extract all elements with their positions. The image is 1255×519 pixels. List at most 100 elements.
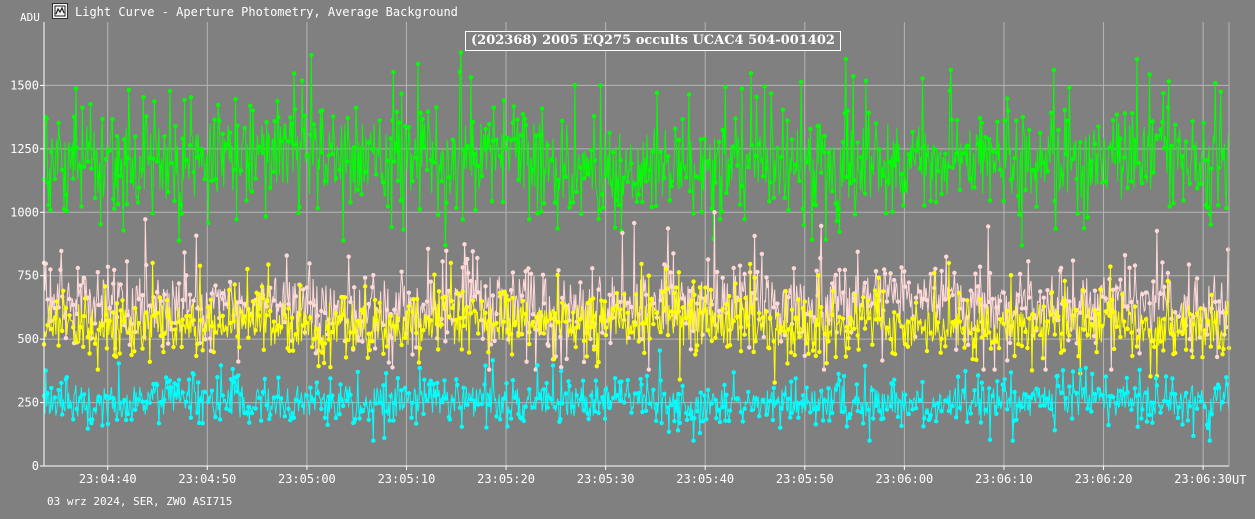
data-point — [487, 402, 492, 407]
data-point — [538, 310, 543, 315]
data-point — [1059, 390, 1065, 395]
data-point — [1176, 329, 1182, 334]
data-point — [328, 376, 333, 381]
data-point — [78, 164, 83, 169]
data-point — [578, 165, 583, 170]
data-point — [385, 204, 391, 209]
data-point — [541, 301, 547, 306]
data-point — [1143, 390, 1149, 395]
data-point — [545, 319, 550, 324]
data-point — [432, 393, 437, 398]
data-point — [892, 351, 898, 357]
data-point — [122, 397, 127, 403]
data-point — [647, 336, 652, 341]
data-point — [717, 217, 723, 222]
data-point — [862, 363, 868, 369]
data-point — [227, 130, 233, 135]
data-point — [154, 159, 160, 164]
data-point — [111, 197, 116, 202]
data-point — [1125, 185, 1130, 191]
data-point — [207, 336, 213, 341]
data-point — [817, 349, 822, 355]
data-point — [1016, 193, 1021, 199]
data-point — [111, 395, 116, 401]
data-point — [563, 174, 568, 180]
data-point — [519, 293, 525, 298]
data-point — [592, 314, 598, 319]
data-point — [1100, 180, 1105, 185]
data-point — [230, 366, 235, 372]
data-point — [1173, 392, 1178, 397]
data-point — [352, 329, 357, 334]
data-point — [1162, 146, 1167, 151]
data-point — [535, 211, 540, 216]
data-point — [1029, 368, 1035, 373]
data-point — [603, 173, 609, 178]
data-point — [300, 78, 305, 83]
data-point — [178, 202, 183, 208]
data-point — [81, 314, 87, 319]
data-point — [616, 202, 621, 208]
data-point — [197, 263, 203, 268]
data-point — [475, 255, 480, 261]
data-point — [778, 425, 783, 430]
data-point — [1130, 353, 1135, 359]
data-point — [1202, 404, 1207, 410]
data-point — [884, 407, 890, 412]
data-point — [248, 103, 253, 108]
light-curve-app-icon[interactable] — [52, 3, 68, 19]
data-point — [319, 308, 324, 314]
data-point — [862, 191, 868, 196]
data-point — [67, 313, 72, 318]
data-point — [483, 363, 488, 368]
data-point — [392, 324, 397, 329]
data-point — [435, 392, 441, 397]
data-point — [788, 415, 793, 420]
data-point — [341, 312, 346, 317]
data-point — [331, 114, 336, 119]
data-point — [1169, 143, 1174, 148]
y-tick-label: 1500 — [10, 78, 39, 92]
data-point — [232, 282, 237, 287]
data-point — [209, 291, 215, 296]
data-point — [1091, 333, 1097, 339]
data-point — [362, 284, 368, 289]
data-point — [74, 340, 80, 345]
data-point — [188, 415, 194, 420]
data-point — [1052, 332, 1058, 337]
data-point — [768, 91, 774, 96]
data-point — [420, 116, 425, 122]
data-point — [994, 305, 999, 310]
data-point — [760, 174, 765, 179]
data-point — [179, 344, 184, 350]
data-point — [394, 109, 400, 115]
data-point — [566, 379, 571, 384]
data-point — [1075, 211, 1080, 216]
data-point — [837, 314, 842, 320]
data-point — [611, 395, 616, 400]
data-point — [528, 271, 534, 276]
data-point — [315, 206, 320, 211]
data-point — [1103, 309, 1109, 314]
data-point — [344, 337, 350, 343]
data-point — [54, 299, 59, 304]
data-point — [1183, 347, 1189, 352]
data-point — [1106, 422, 1111, 428]
data-point — [778, 154, 784, 160]
data-point — [220, 131, 225, 137]
data-point — [913, 148, 919, 153]
data-point — [899, 324, 904, 329]
data-point — [618, 398, 623, 403]
data-point — [443, 396, 448, 401]
data-point — [1129, 330, 1134, 335]
data-point — [198, 398, 204, 403]
data-point — [63, 192, 69, 198]
data-point — [1078, 367, 1083, 372]
data-point — [1061, 348, 1067, 353]
data-point — [461, 385, 466, 390]
data-point — [997, 401, 1003, 406]
data-point — [487, 122, 492, 127]
data-point — [1181, 198, 1186, 203]
data-point — [107, 395, 112, 401]
